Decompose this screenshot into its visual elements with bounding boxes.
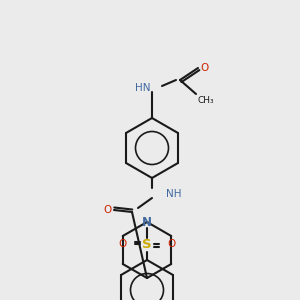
Text: NH: NH [166,189,182,199]
Text: O: O [167,239,175,249]
Text: CH₃: CH₃ [198,96,214,105]
Text: S: S [142,238,152,250]
Text: O: O [119,239,127,249]
Text: O: O [200,63,208,73]
Text: N: N [142,215,152,229]
Text: O: O [104,205,112,215]
Text: HN: HN [134,83,150,93]
